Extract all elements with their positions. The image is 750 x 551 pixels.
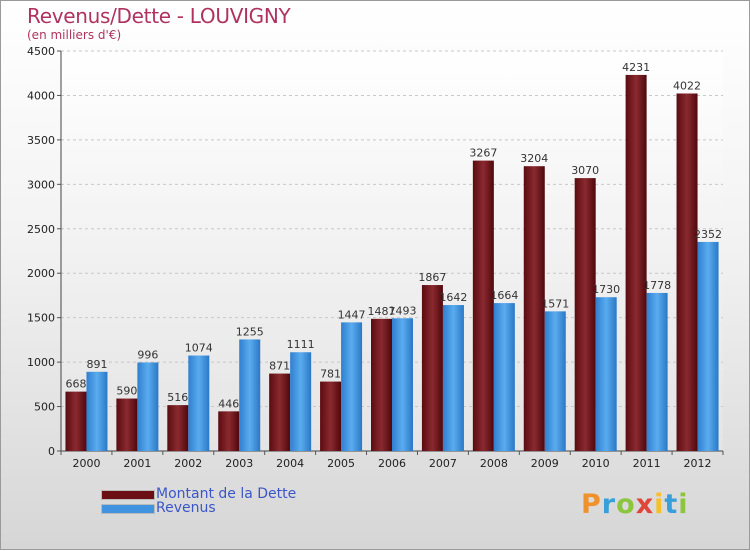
- data-label-dette: 1867: [418, 271, 446, 284]
- bar-dette: [65, 391, 87, 451]
- legend-label-revenus: Revenus: [156, 500, 216, 516]
- logo-letter: P: [581, 489, 602, 520]
- bar-revenus: [697, 241, 719, 451]
- x-tick-label: 2008: [480, 457, 508, 470]
- y-tick-label: 3000: [27, 178, 55, 191]
- bar-dette: [523, 166, 545, 451]
- bar-dette: [218, 411, 240, 451]
- data-label-revenus: 1255: [236, 325, 264, 338]
- x-tick-label: 2000: [72, 457, 100, 470]
- bar-dette: [676, 93, 698, 451]
- chart-title: Revenus/Dette - LOUVIGNY: [27, 4, 291, 28]
- bar-revenus: [544, 311, 566, 451]
- data-label-dette: 781: [320, 368, 341, 381]
- data-label-dette: 4231: [622, 61, 650, 74]
- y-tick-label: 2500: [27, 223, 55, 236]
- data-label-dette: 1487: [368, 305, 396, 318]
- logo-letter: r: [601, 489, 617, 520]
- bar-dette: [116, 398, 138, 451]
- x-tick-label: 2004: [276, 457, 304, 470]
- x-tick-label: 2010: [582, 457, 610, 470]
- data-label-dette: 590: [116, 385, 137, 398]
- x-tick-label: 2001: [123, 457, 151, 470]
- bar-revenus: [290, 352, 312, 451]
- data-label-dette: 446: [218, 397, 239, 410]
- logo-letter: o: [616, 489, 636, 520]
- bar-dette: [625, 74, 647, 452]
- logo-letter: x: [635, 489, 655, 520]
- legend-swatch-dette: [101, 490, 155, 500]
- x-tick-label: 2006: [378, 457, 406, 470]
- legend-label-dette: Montant de la Dette: [156, 486, 297, 502]
- data-label-dette: 516: [167, 391, 188, 404]
- x-tick-label: 2003: [225, 457, 253, 470]
- data-label-revenus: 1074: [185, 342, 213, 355]
- x-tick-label: 2005: [327, 457, 355, 470]
- logo-letter: i: [678, 489, 689, 520]
- data-label-dette: 3267: [469, 147, 497, 160]
- data-label-revenus: 1778: [643, 279, 671, 292]
- bar-dette: [574, 178, 596, 451]
- proxiti-logo: Proxiti: [581, 489, 689, 520]
- legend-swatch-revenus: [101, 504, 155, 514]
- data-label-revenus: 1447: [338, 308, 366, 321]
- y-tick-label: 0: [48, 445, 55, 458]
- logo-letter: i: [654, 489, 665, 520]
- y-tick-label: 500: [34, 401, 55, 414]
- bar-dette: [167, 405, 189, 451]
- data-label-revenus: 1730: [592, 283, 620, 296]
- logo-letter: t: [664, 489, 679, 520]
- data-label-revenus: 1664: [490, 289, 518, 302]
- data-label-dette: 668: [65, 378, 86, 391]
- data-label-dette: 3204: [520, 152, 548, 165]
- bar-dette: [320, 381, 342, 451]
- x-tick-label: 2002: [174, 457, 202, 470]
- y-tick-label: 1000: [27, 356, 55, 369]
- bar-dette: [421, 285, 443, 451]
- bar-revenus: [595, 297, 617, 451]
- bar-dette: [472, 160, 494, 451]
- bar-revenus: [493, 303, 515, 451]
- x-tick-label: 2007: [429, 457, 457, 470]
- bar-revenus: [341, 322, 363, 451]
- y-tick-label: 2000: [27, 267, 55, 280]
- bar-revenus: [239, 339, 261, 451]
- bar-revenus: [137, 362, 159, 451]
- data-label-dette: 4022: [673, 79, 701, 92]
- x-tick-label: 2009: [531, 457, 559, 470]
- bar-dette: [269, 373, 291, 451]
- x-tick-label: 2011: [633, 457, 661, 470]
- data-label-revenus: 1571: [541, 297, 569, 310]
- y-tick-label: 1500: [27, 312, 55, 325]
- y-tick-label: 4500: [27, 45, 55, 58]
- bar-revenus: [646, 292, 668, 451]
- data-label-revenus: 1493: [389, 304, 417, 317]
- x-tick-label: 2012: [684, 457, 712, 470]
- data-label-revenus: 2352: [694, 228, 722, 241]
- data-label-revenus: 1642: [439, 291, 467, 304]
- data-label-revenus: 1111: [287, 338, 315, 351]
- data-label-dette: 3070: [571, 164, 599, 177]
- bar-revenus: [392, 318, 413, 451]
- bar-revenus: [86, 371, 108, 451]
- y-tick-label: 3500: [27, 134, 55, 147]
- data-label-revenus: 996: [137, 348, 158, 361]
- chart-subtitle: (en milliers d'€): [27, 28, 122, 42]
- bar-dette: [371, 318, 392, 451]
- bar-revenus: [442, 305, 464, 451]
- y-tick-label: 4000: [27, 89, 55, 102]
- data-label-dette: 871: [269, 360, 290, 373]
- bar-revenus: [188, 355, 210, 451]
- data-label-revenus: 891: [86, 358, 107, 371]
